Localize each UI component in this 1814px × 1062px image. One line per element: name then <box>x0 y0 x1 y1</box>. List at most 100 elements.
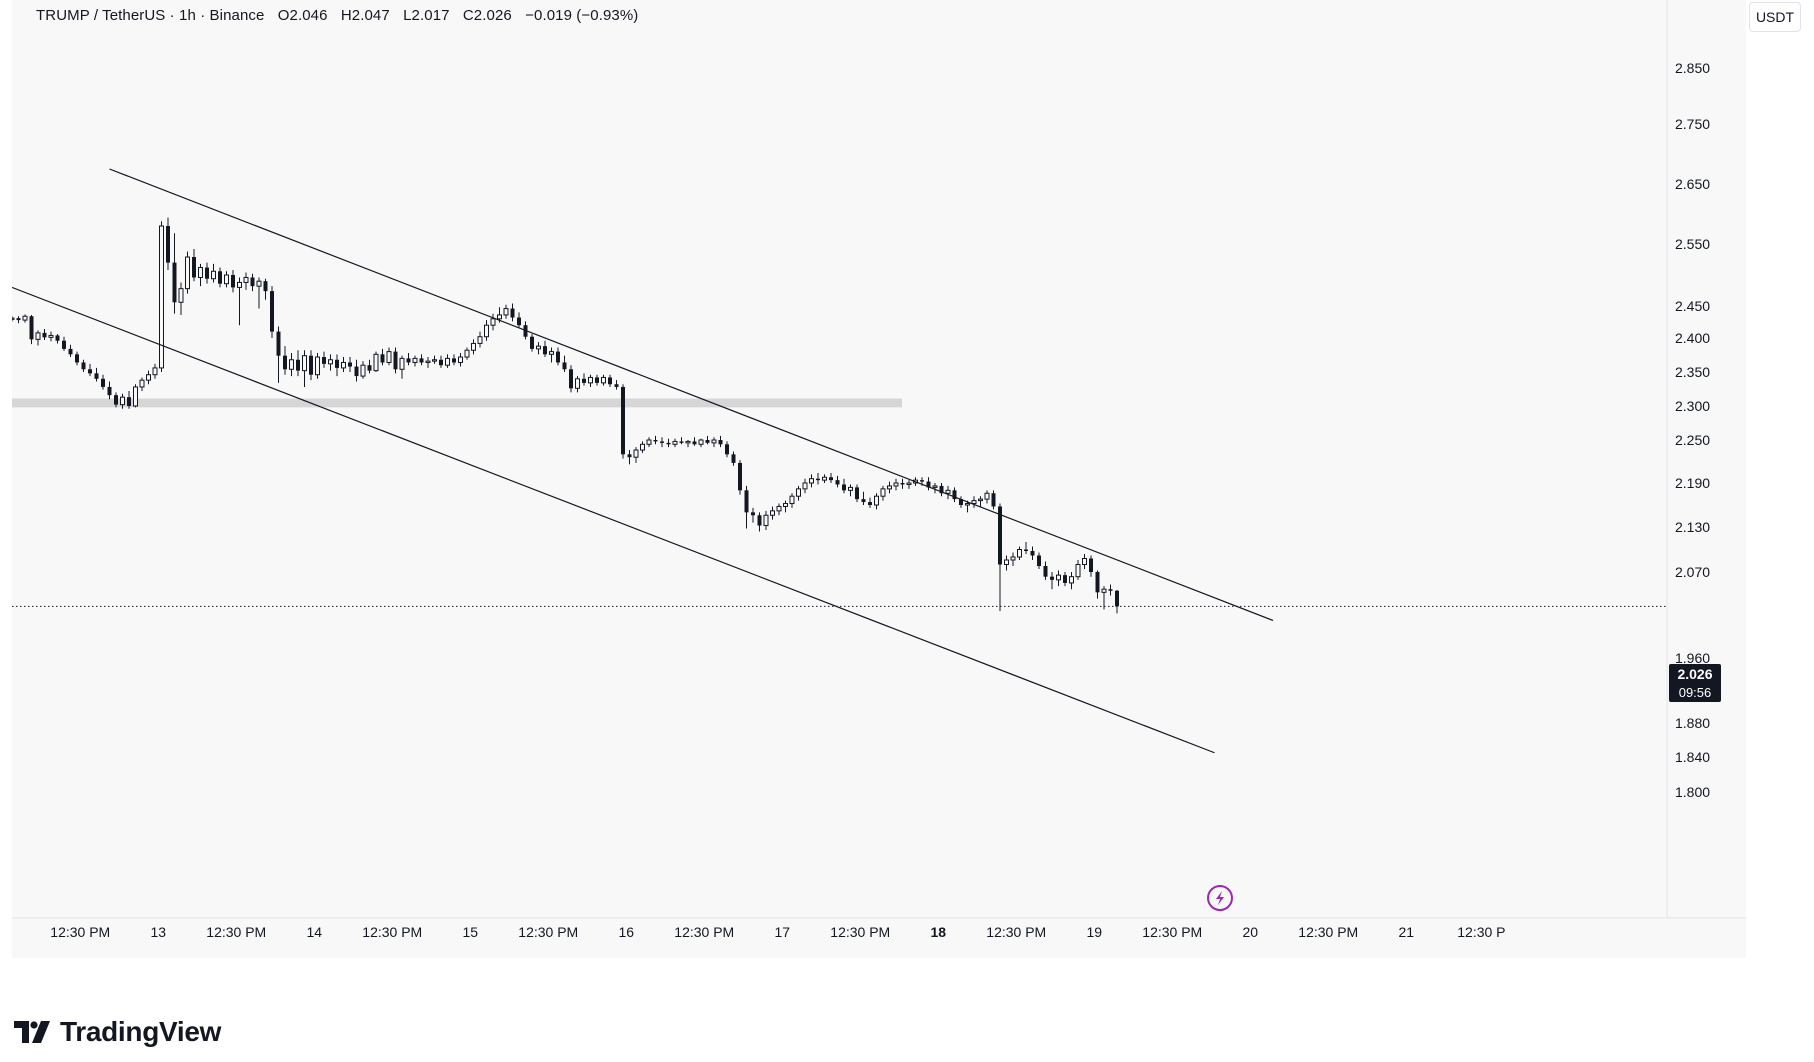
candle <box>569 365 573 393</box>
candle <box>1069 572 1074 590</box>
candle <box>757 512 762 532</box>
candle <box>354 359 359 382</box>
candle <box>861 491 866 505</box>
candle <box>22 314 28 323</box>
candle-body <box>1010 556 1016 561</box>
time-tick-label: 14 <box>306 924 322 940</box>
candle <box>263 278 268 300</box>
candle-body <box>55 335 60 341</box>
candle-body <box>380 354 385 363</box>
candle-body <box>159 225 164 369</box>
candle <box>679 437 684 445</box>
support-zone[interactable] <box>12 398 902 408</box>
candle <box>1050 572 1054 590</box>
candle-body <box>341 361 346 369</box>
candle-body <box>939 485 944 494</box>
channel-upper-trendline[interactable] <box>109 168 1274 622</box>
candle-body <box>783 503 788 507</box>
candle-body <box>503 308 509 316</box>
candle <box>386 347 392 366</box>
candle-body <box>829 477 833 481</box>
price-scale[interactable]: 2.850 2.750 2.650 2.550 2.450 2.400 2.350 2.300… <box>1675 60 1710 800</box>
chart-canvas[interactable]: 2.850 2.750 2.650 2.550 2.450 2.400 2.350 2.300… <box>12 0 1746 958</box>
candle <box>198 263 203 287</box>
candle-body <box>231 275 235 288</box>
candle-body <box>633 449 639 458</box>
channel-lower-trendline[interactable] <box>12 286 1215 754</box>
candle-body <box>224 274 229 285</box>
candle <box>1056 570 1061 587</box>
candle-body <box>1004 559 1009 565</box>
legend-change: −0.019 (−0.93%) <box>525 7 639 24</box>
candle-body <box>419 358 424 363</box>
time-tick-label: 15 <box>462 924 478 940</box>
candle-body <box>1095 572 1100 593</box>
candle-body <box>62 340 66 349</box>
time-tick-label: 16 <box>618 924 634 940</box>
chart-area[interactable]: 2.850 2.750 2.650 2.550 2.450 2.400 2.350 2.300… <box>12 0 1746 958</box>
candle <box>373 351 379 372</box>
candle-body <box>328 359 333 365</box>
candle-body <box>120 396 125 406</box>
candle-body <box>906 482 912 485</box>
candle <box>178 282 184 315</box>
candle <box>341 357 346 372</box>
candle <box>283 346 287 375</box>
candle-body <box>477 336 483 344</box>
candle <box>562 355 567 372</box>
candle-body <box>1050 576 1054 580</box>
candle <box>906 480 912 489</box>
symbol-legend[interactable]: TRUMP / TetherUS · 1h · Binance O2.046 H… <box>36 7 647 24</box>
candle <box>250 273 255 292</box>
candle <box>192 248 196 282</box>
candle-body <box>289 359 294 370</box>
candle <box>348 357 352 372</box>
candle-body <box>848 486 853 491</box>
candle-body <box>711 439 717 444</box>
legend-symbol[interactable]: TRUMP / TetherUS · 1h · Binance <box>36 7 265 24</box>
candle <box>270 286 274 338</box>
price-tick-label: 2.300 <box>1675 398 1710 414</box>
candle <box>490 313 496 331</box>
candle-body <box>900 483 905 485</box>
candle <box>1101 586 1107 610</box>
price-tick-label: 1.960 <box>1675 650 1710 666</box>
candle <box>133 384 138 408</box>
candle <box>231 270 235 293</box>
candle-body <box>22 315 28 321</box>
candle-body <box>127 397 131 406</box>
candle <box>582 373 586 386</box>
candle-body <box>692 441 697 445</box>
candle-body <box>679 441 684 443</box>
lightning-bolt-icon[interactable] <box>1207 885 1233 911</box>
price-tick-label: 2.450 <box>1675 298 1710 314</box>
candle-body <box>874 495 879 506</box>
legend-close: C2.026 <box>462 7 512 24</box>
candle <box>296 350 300 377</box>
candle <box>35 330 41 346</box>
candle-body <box>432 359 437 362</box>
candle <box>471 339 476 355</box>
candle-body <box>556 351 560 363</box>
candle-body <box>640 443 645 451</box>
candle-body <box>101 378 105 387</box>
candle <box>425 357 431 368</box>
candle <box>640 441 645 453</box>
candle <box>237 277 242 326</box>
price-tick-label: 2.400 <box>1675 330 1710 346</box>
candle-body <box>998 506 1002 565</box>
candle-body <box>738 462 742 491</box>
tradingview-logo[interactable]: TradingView <box>14 1016 221 1048</box>
currency-button[interactable]: USDT <box>1749 2 1801 32</box>
time-scale[interactable]: 12:30 PM 13 12:30 PM 14 12:30 PM 15 12:30 PM 16… <box>50 924 1505 940</box>
candle <box>510 303 515 322</box>
candle-body <box>517 317 521 326</box>
candle <box>952 487 957 503</box>
candle <box>360 361 366 379</box>
candle-body <box>575 378 580 389</box>
candle-body <box>789 495 795 505</box>
candle-body <box>373 353 379 372</box>
candle <box>75 351 79 366</box>
candle <box>380 348 385 366</box>
candle-body <box>945 489 951 494</box>
